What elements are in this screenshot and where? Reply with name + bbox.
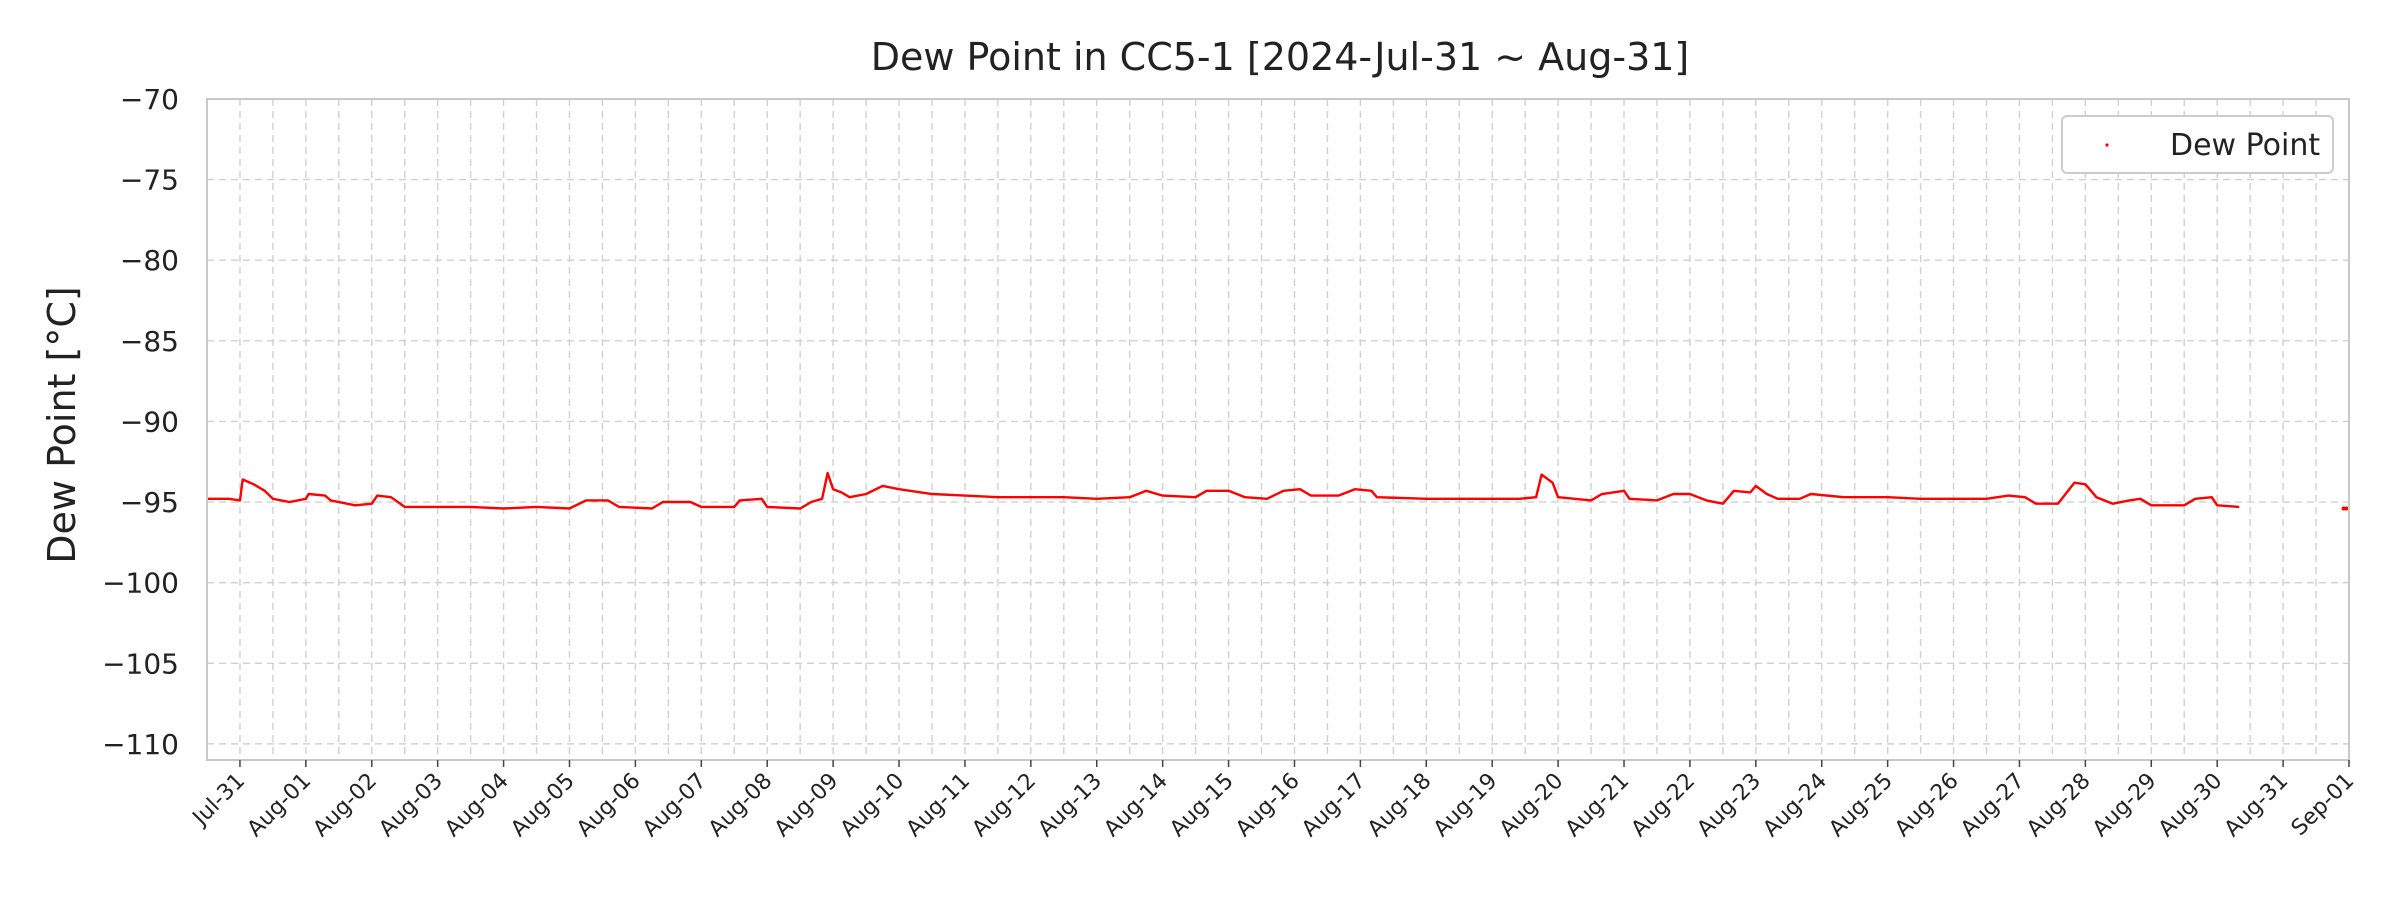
y-tick-label: −85	[120, 325, 179, 358]
y-tick-labels: −70 −75 −80 −85 −90 −95 −100 −105 −110	[102, 83, 179, 761]
chart-title: Dew Point in CC5-1 [2024-Jul-31 ~ Aug-31…	[871, 35, 1690, 79]
x-tick-label: Aug-29	[2088, 769, 2161, 842]
x-tick-label: Aug-23	[1693, 769, 1766, 842]
grid-lines	[206, 98, 2350, 760]
x-tick-label: Aug-31	[2220, 769, 2293, 842]
x-tick-label: Aug-01	[243, 769, 316, 842]
x-tick-label: Aug-27	[1956, 769, 2029, 842]
legend-marker	[2105, 143, 2109, 147]
x-tick-label: Aug-22	[1627, 769, 1700, 842]
y-tick-label: −90	[120, 405, 179, 438]
x-tick-label: Aug-09	[770, 769, 843, 842]
x-tick-label: Aug-15	[1165, 769, 1238, 842]
y-axis-label: Dew Point [°C]	[40, 286, 84, 563]
x-tick-label: Aug-21	[1561, 769, 1634, 842]
x-tick-label: Aug-13	[1034, 769, 1107, 842]
y-tick-label: −80	[120, 244, 179, 277]
x-tick-label: Aug-18	[1363, 769, 1436, 842]
y-tick-label: −100	[102, 567, 179, 600]
x-tick-label: Aug-24	[1759, 769, 1832, 842]
x-tick-label: Aug-04	[440, 769, 513, 842]
y-tick-label: −75	[120, 164, 179, 197]
x-tick-label: Aug-05	[506, 769, 579, 842]
x-tick-label: Sep-01	[2287, 769, 2359, 841]
x-tick-label: Aug-07	[638, 769, 711, 842]
series-line-dew-point	[207, 471, 2240, 510]
x-tick-label: Aug-20	[1495, 769, 1568, 842]
x-tick-label: Aug-17	[1297, 769, 1370, 842]
y-tick-label: −110	[102, 728, 179, 761]
x-tick-label: Aug-02	[309, 769, 382, 842]
x-tick-labels: Jul-31Aug-01Aug-02Aug-03Aug-04Aug-05Aug-…	[187, 760, 2359, 842]
data-point	[2344, 506, 2349, 511]
x-tick-label: Jul-31	[187, 769, 250, 832]
x-tick-label: Aug-16	[1231, 769, 1304, 842]
x-tick-label: Aug-25	[1824, 769, 1897, 842]
x-tick-label: Aug-06	[572, 769, 645, 842]
data-point	[2341, 506, 2346, 511]
x-tick-label: Aug-30	[2154, 769, 2227, 842]
x-tick-label: Aug-28	[2022, 769, 2095, 842]
legend-box	[2061, 115, 2334, 174]
y-tick-label: −105	[102, 647, 179, 680]
x-tick-label: Aug-19	[1429, 769, 1502, 842]
legend: Dew Point	[2061, 115, 2334, 174]
x-tick-label: Aug-26	[1890, 769, 1963, 842]
x-tick-label: Aug-12	[968, 769, 1041, 842]
x-tick-label: Aug-03	[374, 769, 447, 842]
x-tick-label: Aug-11	[902, 769, 975, 842]
x-tick-label: Aug-14	[1099, 769, 1172, 842]
x-tick-label: Aug-10	[836, 769, 909, 842]
series-dew-point	[207, 471, 2349, 511]
plot-frame	[206, 98, 2350, 761]
y-tick-label: −70	[120, 83, 179, 116]
y-tick-label: −95	[120, 486, 179, 519]
x-tick-label: Aug-08	[704, 769, 777, 842]
legend-label-dew-point: Dew Point	[2170, 128, 2320, 163]
